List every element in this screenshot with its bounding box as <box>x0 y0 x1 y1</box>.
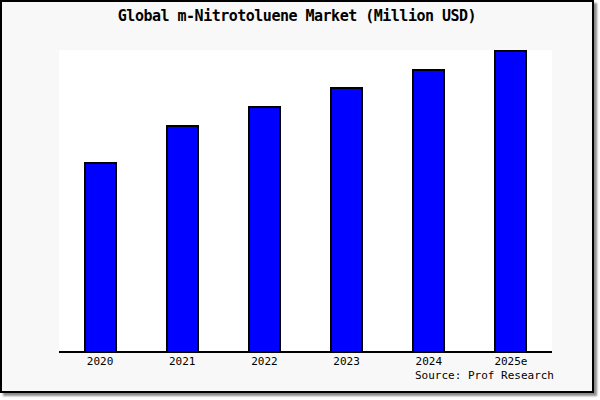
bar-slot-2024 <box>388 50 470 351</box>
x-axis-label-2022: 2022 <box>223 355 305 368</box>
plot-area <box>59 50 552 353</box>
bar-2024 <box>412 69 445 351</box>
x-axis-labels: 202020212022202320242025e <box>59 355 552 368</box>
bar-2021 <box>166 125 199 351</box>
chart-figure: Global m-Nitrotoluene Market (Million US… <box>0 0 594 393</box>
bar-slot-2020 <box>59 50 141 351</box>
source-caption: Source: Prof Research <box>415 369 554 382</box>
bar-slot-2022 <box>223 50 305 351</box>
bar-slot-2025e <box>470 50 552 351</box>
x-axis-label-2024: 2024 <box>388 355 470 368</box>
bar-2020 <box>84 162 117 351</box>
x-axis-label-2021: 2021 <box>141 355 223 368</box>
bar-slot-2021 <box>141 50 223 351</box>
bar-2022 <box>248 106 281 351</box>
x-axis-label-2023: 2023 <box>306 355 388 368</box>
bar-slot-2023 <box>306 50 388 351</box>
bar-2025e <box>494 50 527 351</box>
x-axis-label-2025e: 2025e <box>470 355 552 368</box>
screenshot-canvas: Global m-Nitrotoluene Market (Million US… <box>0 0 600 400</box>
bar-2023 <box>330 87 363 351</box>
x-axis-label-2020: 2020 <box>59 355 141 368</box>
chart-title: Global m-Nitrotoluene Market (Million US… <box>2 7 592 25</box>
